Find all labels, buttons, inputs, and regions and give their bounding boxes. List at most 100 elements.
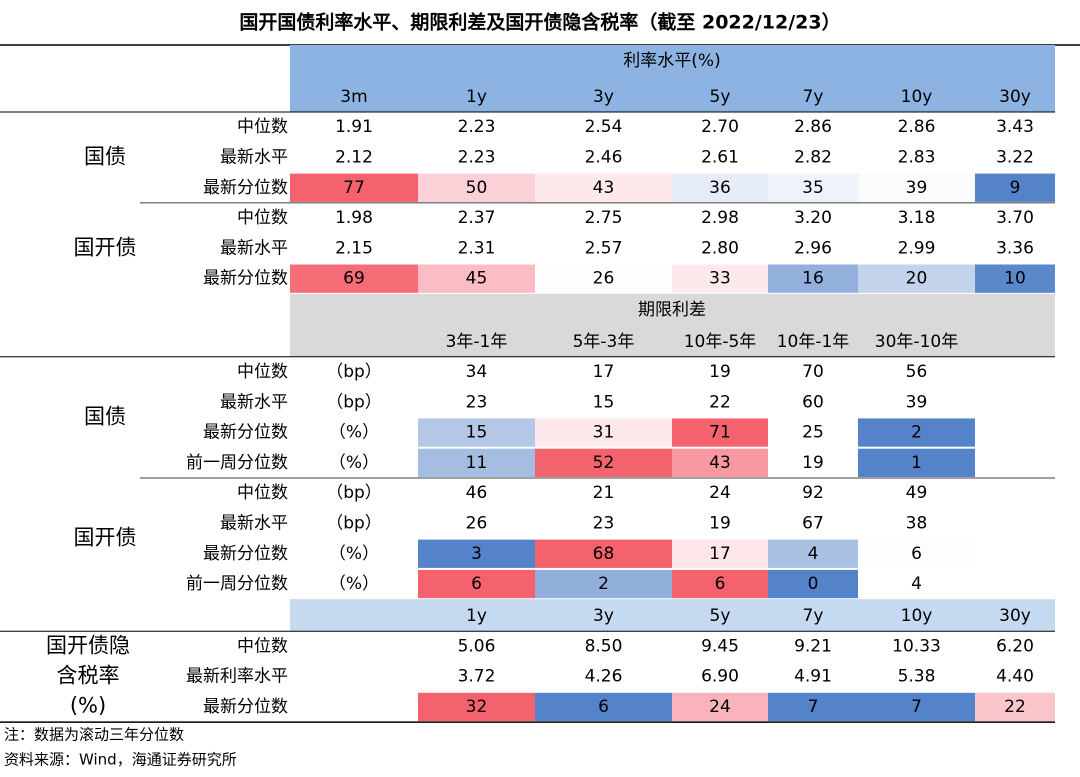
cell-value: 2.15: [335, 238, 373, 258]
cell-value: 32: [466, 697, 488, 717]
heat-cell: [535, 173, 672, 202]
cell-value: 2.82: [794, 147, 832, 167]
row-label: 最新分位数: [203, 423, 288, 443]
cell-value: 6: [911, 544, 922, 564]
cell-value: 67: [802, 513, 824, 533]
heat-cell: [858, 692, 975, 722]
cell-value: 22: [709, 392, 731, 412]
heat-cell: [418, 173, 535, 202]
cell-value: 2.54: [585, 117, 623, 137]
column-header: 30年-10年: [875, 332, 958, 352]
cell-value: 3.70: [996, 208, 1034, 228]
heat-cell: [418, 539, 535, 568]
cell-value: 1.91: [335, 117, 373, 137]
cell-value: 92: [802, 483, 824, 503]
cell-value: 15: [593, 392, 615, 412]
cell-value: 23: [466, 392, 488, 412]
column-header: 10年-1年: [777, 332, 850, 352]
cell-value: 2.86: [794, 117, 832, 137]
column-header: 1y: [466, 87, 487, 107]
cell-value: 3.22: [996, 147, 1034, 167]
cell-value: 2.46: [585, 147, 623, 167]
heat-cell: [535, 448, 672, 477]
cell-value: 39: [906, 178, 928, 198]
cell-value: 2.57: [585, 238, 623, 258]
column-header: 10年-5年: [684, 332, 757, 352]
row-label: 中位数: [237, 208, 288, 228]
heat-cell: [535, 569, 672, 599]
column-header: 3m: [340, 87, 367, 107]
cell-value: 2.99: [898, 238, 936, 258]
cell-value: 2.23: [458, 117, 496, 137]
group-label: (%): [70, 694, 106, 718]
cell-value: 2.23: [458, 147, 496, 167]
unit: （bp）: [326, 362, 382, 382]
cell-value: 2.98: [701, 208, 739, 228]
cell-value: 69: [343, 269, 365, 289]
column-header: 10y: [901, 87, 933, 107]
column-header: 30y: [999, 87, 1031, 107]
unit: （%）: [329, 544, 379, 564]
cell-value: 11: [466, 453, 488, 473]
cell-value: 34: [466, 362, 488, 382]
cell-value: 24: [709, 697, 731, 717]
cell-value: 6: [715, 574, 726, 594]
heat-cell: [858, 448, 975, 477]
column-header: 10y: [901, 606, 933, 626]
heat-cell: [672, 569, 768, 599]
heat-cell: [768, 418, 858, 447]
cell-value: 70: [802, 362, 824, 382]
cell-value: 31: [593, 423, 615, 443]
cell-value: 4.26: [585, 667, 623, 687]
cell-value: 50: [466, 178, 488, 198]
heat-cell: [768, 692, 858, 722]
heat-cell: [290, 264, 418, 293]
cell-value: 39: [906, 392, 928, 412]
column-header: 30y: [999, 606, 1031, 626]
cell-value: 3.36: [996, 238, 1034, 258]
column-header: 3y: [593, 87, 614, 107]
heat-cell: [672, 264, 768, 293]
header-band: [290, 293, 1055, 357]
row-label: 最新利率水平: [186, 667, 288, 687]
group-label: 含税率: [57, 664, 120, 688]
cell-value: 33: [709, 269, 731, 289]
cell-value: 7: [808, 697, 819, 717]
cell-value: 2.37: [458, 208, 496, 228]
row-label: 中位数: [237, 483, 288, 503]
cell-value: 3: [471, 544, 482, 564]
cell-value: 71: [709, 423, 731, 443]
row-label: 前一周分位数: [186, 453, 288, 473]
column-header: 5y: [710, 87, 731, 107]
cell-value: 3.20: [794, 208, 832, 228]
cell-value: 5.38: [898, 667, 936, 687]
group-label: 国债: [84, 404, 126, 428]
cell-value: 26: [593, 269, 615, 289]
note: 注：数据为滚动三年分位数: [4, 726, 184, 744]
cell-value: 2.80: [701, 238, 739, 258]
heat-cell: [418, 692, 535, 722]
cell-value: 6.20: [996, 636, 1034, 656]
cell-value: 23: [593, 513, 615, 533]
cell-value: 3.72: [458, 667, 496, 687]
heat-cell: [768, 569, 858, 599]
cell-value: 43: [709, 453, 731, 473]
unit: （%）: [329, 423, 379, 443]
cell-value: 20: [906, 269, 928, 289]
cell-value: 77: [343, 178, 365, 198]
cell-value: 52: [593, 453, 615, 473]
heat-cell: [858, 173, 975, 202]
cell-value: 4.91: [794, 667, 832, 687]
section-header: 期限利差: [638, 300, 706, 320]
cell-value: 15: [466, 423, 488, 443]
column-header: 3年-1年: [446, 332, 508, 352]
row-label: 前一周分位数: [186, 574, 288, 594]
cell-value: 2.86: [898, 117, 936, 137]
cell-value: 3.43: [996, 117, 1034, 137]
cell-value: 1.98: [335, 208, 373, 228]
unit: （%）: [329, 574, 379, 594]
cell-value: 21: [593, 483, 615, 503]
heat-cell: [290, 173, 418, 202]
row-label: 最新分位数: [203, 544, 288, 564]
